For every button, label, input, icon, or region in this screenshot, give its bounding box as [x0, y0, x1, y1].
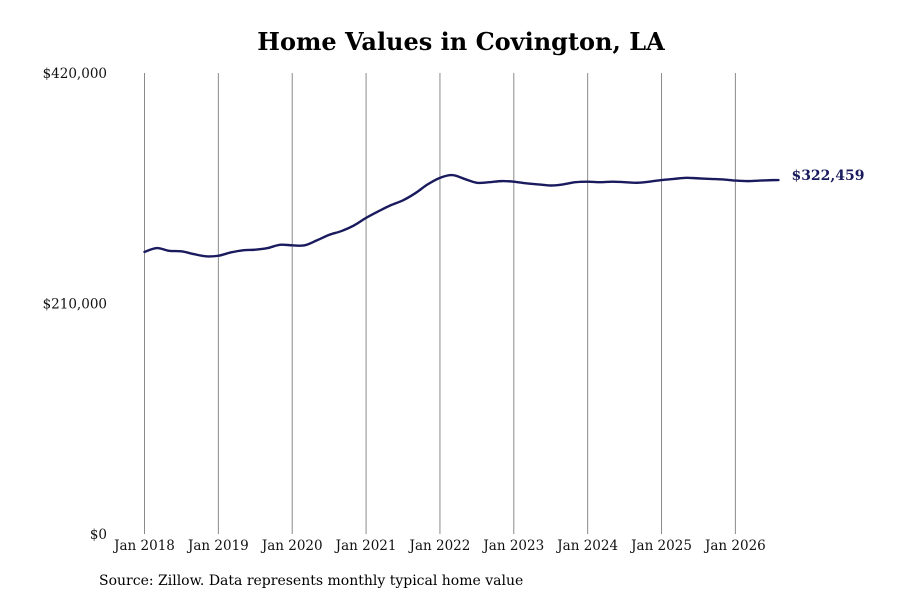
x-tick-label: Jan 2024 [555, 538, 618, 554]
x-tick-label: Jan 2018 [112, 538, 175, 554]
x-tick-label: Jan 2021 [334, 538, 397, 554]
x-tick-label: Jan 2026 [703, 538, 766, 554]
home-value-line [143, 173, 780, 258]
x-axis-tick-labels: Jan 2018 Jan 2019 Jan 2020 Jan 2021 Jan 2022… [112, 538, 766, 554]
y-tick-label: $0 [90, 527, 107, 543]
x-tick-label: Jan 2025 [629, 538, 692, 554]
x-tick-label: Jan 2022 [408, 538, 471, 554]
gridlines [144, 73, 736, 534]
y-tick-label: $210,000 [43, 297, 107, 313]
latest-value-label: $322,459 [791, 168, 864, 184]
y-axis-tick-labels: $0 $210,000 $420,000 [43, 66, 107, 543]
y-tick-label: $420,000 [43, 66, 107, 82]
chart-title: Home Values in Covington, LA [257, 27, 665, 56]
x-tick-label: Jan 2020 [260, 538, 323, 554]
x-tick-label: Jan 2023 [481, 538, 544, 554]
x-tick-label: Jan 2019 [186, 538, 249, 554]
source-note: Source: Zillow. Data represents monthly … [99, 573, 524, 589]
